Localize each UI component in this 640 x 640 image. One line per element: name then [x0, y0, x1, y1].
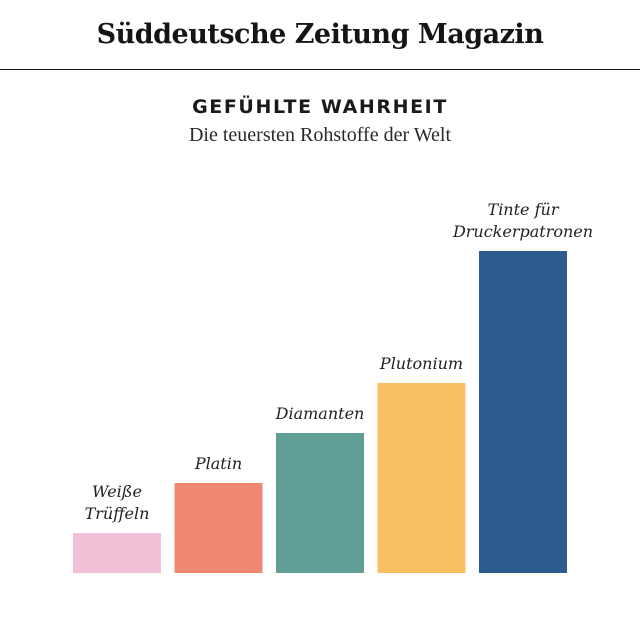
bar-labels-group: Weiße Trüffeln Platin Diamanten Plutonium Tin…	[85, 200, 593, 523]
chart-title: GEFÜHLTE WAHRHEIT	[192, 96, 448, 118]
chart-subtitle: Die teuersten Rohstoffe der Welt	[188, 124, 452, 146]
masthead: Süddeutsche Zeitung Magazin	[0, 0, 640, 70]
bar-3	[377, 383, 466, 573]
bar-label-line: Druckerpatronen	[452, 222, 593, 241]
bar-label-4: Tinte für Druckerpatronen	[452, 200, 593, 241]
bar-label-line: Diamanten	[275, 404, 365, 423]
bar-label-line: Weiße	[92, 482, 142, 501]
bar-label-0: Weiße Trüffeln	[85, 482, 150, 523]
bar-label-2: Diamanten	[275, 404, 365, 423]
bar-0	[73, 533, 161, 573]
bar-label-line: Tinte für	[488, 200, 560, 219]
bars-group	[73, 251, 567, 573]
bar-1	[174, 483, 263, 573]
bar-label-line: Trüffeln	[85, 504, 150, 523]
bar-2	[276, 433, 364, 573]
bar-label-3: Plutonium	[379, 354, 463, 373]
bar-label-line: Platin	[194, 454, 242, 473]
bar-4	[479, 251, 567, 573]
masthead-logo: Süddeutsche Zeitung Magazin	[96, 19, 544, 50]
bar-label-1: Platin	[194, 454, 242, 473]
bar-label-line: Plutonium	[379, 354, 463, 373]
